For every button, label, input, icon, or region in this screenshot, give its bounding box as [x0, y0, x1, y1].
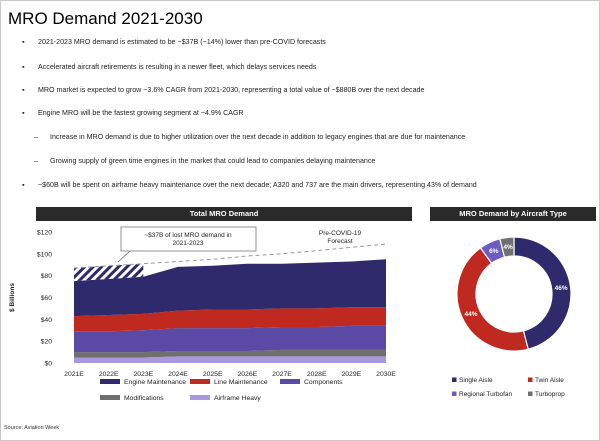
x-tick-label: 2023E — [134, 371, 154, 378]
legend-swatch — [280, 379, 300, 384]
mro-demand-by-aircraft-type-chart: 46% 44% 6% 4% Single Aisle Twin Aisle Regional… — [452, 236, 572, 398]
area-series-line-maintenance — [74, 307, 386, 332]
x-tick-label: 2026E — [238, 371, 258, 378]
page-title: MRO Demand 2021-2030 — [8, 9, 203, 28]
legend-swatch — [452, 377, 457, 382]
area-series-engine-maintenance — [74, 259, 386, 317]
bullet-item: ▪ Engine MRO will be the fastest growing … — [22, 109, 244, 117]
area-series-components — [74, 325, 386, 353]
y-tick-label: $100 — [37, 251, 52, 258]
y-tick-label: $120 — [37, 230, 52, 237]
legend-label: Regional Turbofan — [459, 391, 513, 398]
lost-demand-annotation: ~$37B of lost MRO demand in 2021-2023 — [144, 232, 232, 247]
bullet-item: ▪ Accelerated aircraft retirements is res… — [22, 63, 316, 71]
x-tick-label: 2030E — [376, 371, 396, 378]
sub-bullet-item: – Growing supply of green time engines in… — [34, 157, 375, 165]
source-note: Source: Aviation Week — [4, 425, 60, 431]
annotation-leader-line — [117, 250, 131, 263]
legend-label: Line Maintenance — [214, 379, 268, 386]
pre-covid-forecast-line — [73, 243, 387, 269]
y-axis-label: $ Billions — [9, 283, 16, 312]
donut-data-label: 46% — [555, 285, 568, 292]
legend-label: Airframe Heavy — [214, 395, 261, 402]
donut-slice-twin-aisle — [456, 247, 529, 352]
donut-data-label: 4% — [503, 244, 513, 251]
legend-label: Engine Maintenance — [124, 379, 186, 386]
lost-demand-hatch — [74, 263, 144, 282]
legend-label: Turboprop — [535, 391, 565, 398]
bullet-text: Growing supply of green time engines in … — [50, 157, 376, 165]
x-tick-label: 2029E — [342, 371, 362, 378]
bullet-item: ▪ MRO market is expected to grow ~3.6% CA… — [22, 86, 424, 94]
x-tick-label: 2024E — [168, 371, 188, 378]
x-tick-label: 2021E — [64, 371, 84, 378]
bullet-item: ▪ ~$60B will be spent on airframe heavy m… — [22, 181, 477, 189]
legend-label: Twin Aisle — [535, 377, 564, 384]
x-tick-label: 2027E — [272, 371, 292, 378]
x-tick-label: 2022E — [99, 371, 119, 378]
sub-bullet-item: – Increase in MRO demand is due to higher… — [34, 133, 465, 141]
x-tick-label: 2028E — [307, 371, 327, 378]
chart-header-aircraft-type: MRO Demand by Aircraft Type — [430, 207, 596, 221]
bullet-marker: ▪ — [22, 86, 25, 94]
donut-data-label: 6% — [489, 248, 499, 255]
bullet-text: 2021-2023 MRO demand is estimated to be … — [38, 38, 326, 46]
bullet-text: Increase in MRO demand is due to higher … — [50, 133, 466, 141]
forecast-annotation: Pre-COVID-19 Forecast — [319, 230, 362, 245]
y-tick-label: $20 — [41, 339, 53, 346]
total-mro-demand-chart: $0 $20 $40 $60 $80 $100 $120 $ Billions 2021E 202… — [9, 226, 396, 402]
legend-swatch — [452, 391, 457, 396]
bullet-marker: ▪ — [22, 63, 25, 71]
bullet-marker: ▪ — [22, 38, 25, 46]
y-tick-label: $0 — [44, 361, 52, 368]
bullet-marker: ▪ — [22, 181, 25, 189]
legend-label: Modifications — [124, 395, 164, 402]
bullet-marker: ▪ — [22, 109, 25, 117]
legend-swatch — [100, 379, 120, 384]
y-tick-label: $80 — [41, 273, 53, 280]
legend-label: Single Aisle — [459, 377, 493, 384]
bullet-item: ▪ 2021-2023 MRO demand is estimated to be… — [22, 38, 326, 46]
donut-data-label: 44% — [465, 311, 478, 318]
legend-swatch — [528, 377, 533, 382]
chart-header-total-mro: Total MRO Demand — [36, 207, 412, 221]
bullet-text: MRO market is expected to grow ~3.6% CAG… — [38, 86, 425, 94]
bullet-text: Accelerated aircraft retirements is resu… — [38, 63, 317, 71]
bullet-text: ~$60B will be spent on airframe heavy ma… — [38, 181, 477, 189]
bullet-text: Engine MRO will be the fastest growing s… — [38, 109, 244, 117]
bullet-marker: – — [34, 133, 38, 141]
y-tick-label: $40 — [41, 317, 53, 324]
area-series-modifications — [74, 349, 386, 358]
bullet-marker: – — [34, 157, 38, 165]
y-tick-label: $60 — [41, 295, 53, 302]
legend-label: Components — [304, 379, 343, 386]
legend-swatch — [100, 395, 120, 400]
area-series-airframe-heavy — [74, 356, 386, 363]
legend-swatch — [190, 379, 210, 384]
legend-swatch — [190, 395, 210, 400]
lost-demand-annotation-box — [120, 226, 257, 252]
x-tick-label: 2025E — [203, 371, 223, 378]
legend-swatch — [528, 391, 533, 396]
donut-slice-single-aisle — [513, 236, 572, 350]
donut-slice-turboprop — [499, 236, 515, 258]
